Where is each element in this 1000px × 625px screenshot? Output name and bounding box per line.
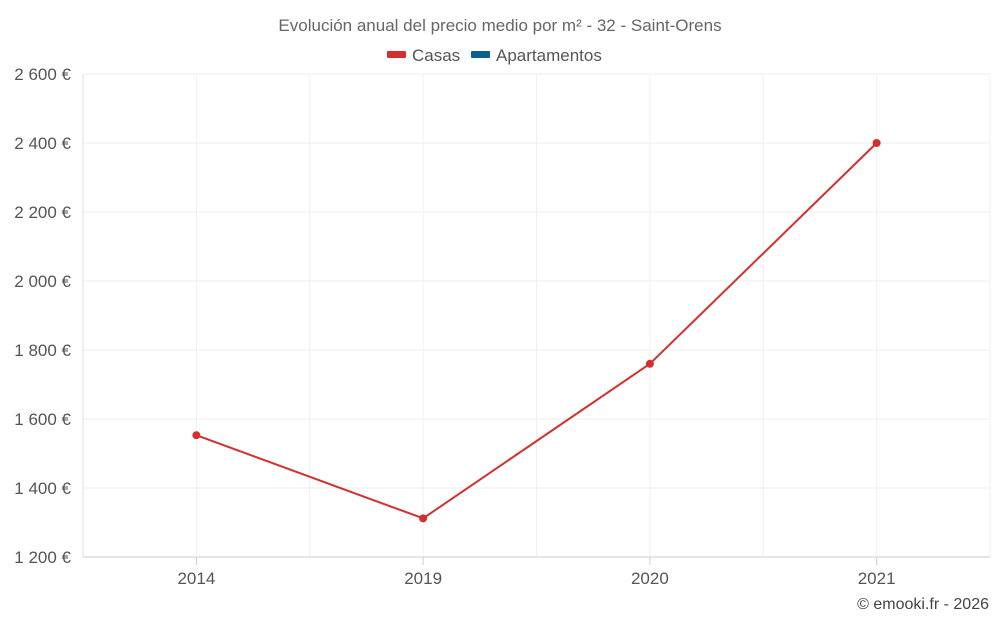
legend-swatch-casas <box>387 51 406 58</box>
y-tick-label: 1 800 € <box>14 341 71 360</box>
legend-item-apartamentos[interactable]: Apartamentos <box>471 46 602 65</box>
x-tick-label: 2021 <box>858 569 896 588</box>
chart-title: Evolución anual del precio medio por m² … <box>278 16 721 35</box>
y-tick-label: 2 200 € <box>14 203 71 222</box>
data-point-casas[interactable] <box>645 359 654 368</box>
credit: © emooki.fr - 2026 <box>857 596 989 613</box>
data-point-casas[interactable] <box>872 139 881 147</box>
legend-item-casas[interactable]: Casas <box>387 46 460 65</box>
series-casas <box>192 139 881 523</box>
legend-swatch-apartamentos <box>471 51 490 58</box>
series-line-casas <box>196 142 878 520</box>
y-tick-label: 2 000 € <box>14 272 71 291</box>
grid <box>82 73 991 558</box>
data-point-casas[interactable] <box>192 431 201 440</box>
legend: Casas Apartamentos <box>387 46 602 65</box>
x-tick-label: 2019 <box>404 569 442 588</box>
x-tick-label: 2020 <box>631 569 669 588</box>
data-point-casas[interactable] <box>419 514 428 523</box>
y-tick-label: 1 200 € <box>14 548 71 567</box>
y-tick-label: 1 600 € <box>14 410 71 429</box>
y-tick-label: 2 600 € <box>14 65 71 84</box>
legend-label-casas: Casas <box>412 46 460 65</box>
legend-label-apartamentos: Apartamentos <box>496 46 602 65</box>
axes: 1 200 € 1 400 € 1 600 € 1 800 € 2 000 € 2 200… <box>14 65 895 588</box>
y-tick-label: 1 400 € <box>14 479 71 498</box>
x-tick-label: 2014 <box>177 569 215 588</box>
y-tick-label: 2 400 € <box>14 134 71 153</box>
